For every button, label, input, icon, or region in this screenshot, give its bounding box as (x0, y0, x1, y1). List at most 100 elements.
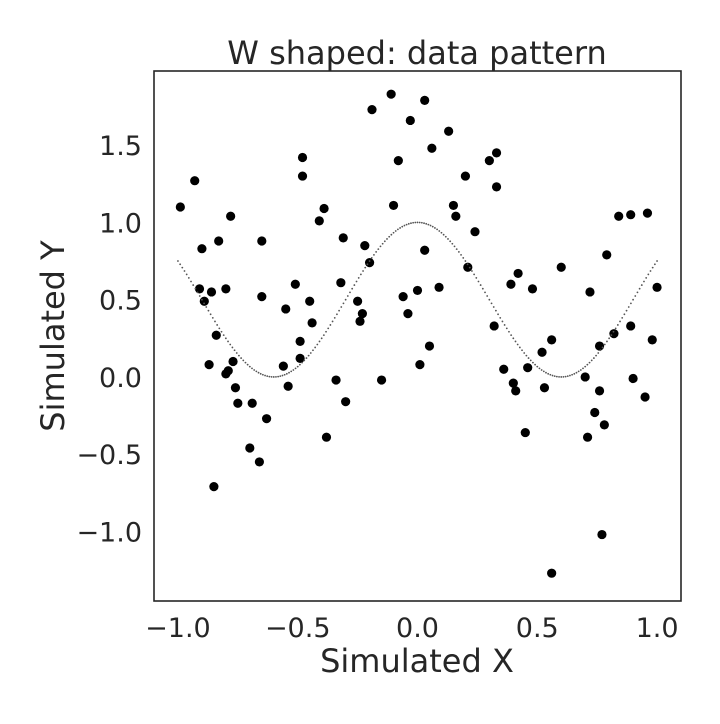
curve-point (253, 369, 256, 371)
curve-point (377, 248, 380, 250)
y-tick-label: −1.0 (76, 517, 142, 548)
scatter-point (305, 296, 315, 306)
scatter-point (355, 316, 365, 326)
scatter-point (602, 250, 612, 260)
curve-point (447, 238, 449, 240)
curve-point (314, 346, 317, 349)
curve-point (621, 317, 624, 319)
scatter-point (175, 202, 185, 212)
curve-point (364, 266, 367, 269)
scatter-point (376, 375, 387, 385)
curve-point (444, 235, 447, 238)
curve-point (294, 367, 297, 370)
curve-point (462, 257, 465, 259)
curve-point (318, 340, 321, 343)
curve-point (651, 266, 654, 269)
curve-point (619, 320, 621, 323)
curve-point (525, 354, 528, 357)
scatter-point (367, 105, 377, 115)
curve-point (373, 253, 375, 256)
curve-point (203, 302, 205, 305)
curve-point (255, 370, 258, 373)
curve-point (399, 227, 401, 229)
curve-point (527, 357, 530, 359)
curve-point (564, 375, 567, 378)
chart-title: W shaped: data pattern (227, 34, 606, 72)
curve-point (606, 340, 608, 343)
curve-point (266, 375, 269, 378)
curve-point (582, 367, 584, 370)
curve-point (407, 222, 410, 225)
axis-ticks: −1.0 −0.5 0.0 0.5 1.0 −1.0 −0.5 0.0 0.5 1.0 1.5 (76, 131, 678, 644)
scatter-point (353, 296, 363, 306)
curve-point (508, 330, 510, 333)
curve-point (359, 273, 362, 276)
curve-point (362, 270, 364, 272)
scatter-point (405, 115, 415, 126)
scatter-point (628, 373, 638, 384)
scatter-point (434, 282, 444, 292)
curve-point (316, 343, 319, 346)
curve-point (488, 298, 491, 301)
curve-point (227, 340, 229, 343)
curve-point (285, 372, 288, 375)
curve-point (505, 327, 508, 330)
curve-point (636, 291, 639, 294)
curve-point (501, 320, 504, 323)
curve-point (512, 337, 515, 340)
curve-point (231, 346, 234, 349)
curve-point (495, 309, 497, 312)
scatter-point (221, 284, 231, 294)
scatter-point (307, 318, 317, 328)
scatter-point (642, 208, 653, 218)
curve-point (560, 376, 563, 378)
scatter-point (261, 414, 272, 424)
curve-point (383, 240, 386, 243)
curve-point (427, 223, 430, 226)
curve-point (579, 369, 582, 371)
curve-point (403, 224, 406, 227)
scatter-point (230, 383, 241, 393)
curve-point (490, 302, 493, 305)
scatter-point (190, 176, 200, 186)
scatter-point (297, 152, 308, 163)
curve-point (349, 291, 351, 294)
curve-point (586, 363, 589, 366)
curve-point (375, 251, 378, 253)
scatter-point (199, 296, 209, 306)
curve-point (187, 277, 190, 279)
curve-point (573, 372, 576, 375)
scatter-point (489, 321, 499, 331)
curve-point (516, 343, 519, 346)
scatter-point (590, 407, 600, 418)
curve-point (610, 334, 613, 336)
curve-point (601, 346, 604, 349)
curve-point (595, 354, 597, 357)
curve-point (264, 374, 266, 377)
scatter-point (211, 330, 221, 340)
curve-point (440, 231, 443, 234)
curve-point (449, 240, 452, 243)
curve-point (540, 369, 543, 371)
curve-point (471, 270, 473, 272)
curve-point (457, 251, 460, 253)
scatter-point (254, 457, 264, 467)
curve-point (625, 309, 628, 312)
scatter-point (393, 156, 403, 166)
curve-point (214, 320, 216, 323)
curve-point (251, 367, 253, 370)
curve-point (486, 295, 489, 297)
curve-point (281, 374, 284, 377)
scatter-point (547, 335, 557, 345)
curve-point (451, 242, 454, 245)
curve-point (416, 221, 419, 224)
scatter-point (448, 200, 459, 211)
y-axis-label: Simulated Y (34, 240, 72, 432)
curve-point (649, 270, 652, 272)
scatter-point (420, 245, 430, 255)
curve-point (209, 313, 212, 316)
curve-point (338, 309, 340, 312)
scatter-point (460, 171, 471, 181)
curve-point (305, 357, 308, 359)
